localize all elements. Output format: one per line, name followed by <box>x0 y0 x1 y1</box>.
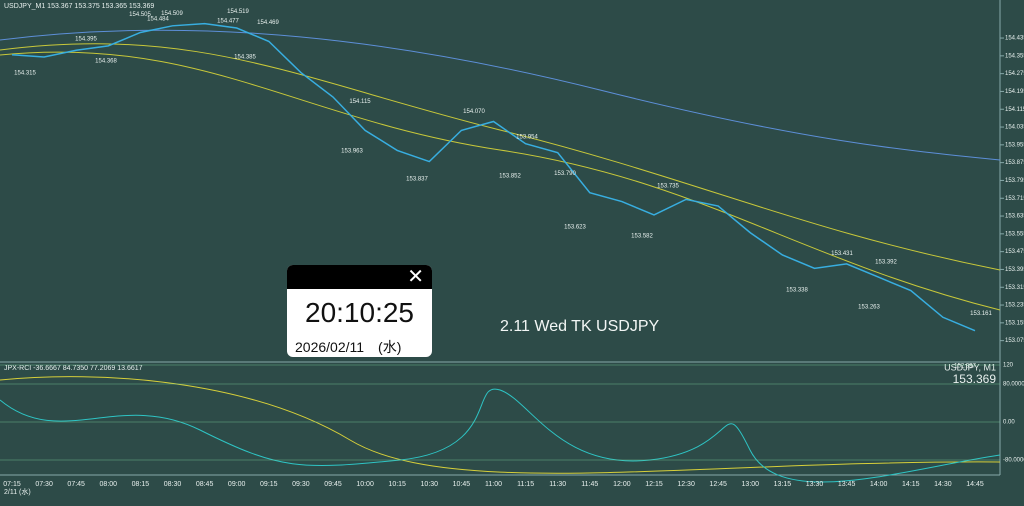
close-button[interactable]: ✕ <box>287 265 432 289</box>
indicator-tick-label: -80.0000 <box>1003 458 1024 464</box>
x-tick-label: 12:15 <box>645 481 663 488</box>
x-tick-label: 08:15 <box>132 481 150 488</box>
x-tick-label: 08:00 <box>100 481 118 488</box>
y-tick-label: 153.235 <box>1005 303 1024 309</box>
price-annotation: 153.392 <box>875 260 897 266</box>
price-annotation: 153.623 <box>564 224 586 230</box>
x-tick-label: 13:45 <box>838 481 856 488</box>
price-annotation: 154.395 <box>75 37 97 43</box>
x-tick-label: 10:30 <box>421 481 439 488</box>
y-tick-label: 154.035 <box>1005 125 1024 131</box>
price-annotation: 153.582 <box>631 233 653 239</box>
y-tick-label: 153.475 <box>1005 249 1024 255</box>
x-tick-label: 13:15 <box>774 481 792 488</box>
x-tick-label: 13:00 <box>742 481 760 488</box>
x-tick-label: 11:45 <box>581 481 598 488</box>
price-annotation: 154.368 <box>95 59 117 65</box>
y-tick-label: 153.395 <box>1005 267 1024 273</box>
price-annotation: 154.484 <box>147 17 169 23</box>
y-tick-label: 153.075 <box>1005 338 1024 344</box>
x-tick-label: 14:15 <box>902 481 920 488</box>
price-annotation: 153.735 <box>657 183 679 189</box>
x-tick-label: 07:15 <box>3 481 21 488</box>
y-tick-label: 153.155 <box>1005 320 1024 326</box>
y-tick-label: 153.875 <box>1005 160 1024 166</box>
clock-widget: ✕ 20:10:25 2026/02/11 (水) <box>287 265 432 357</box>
price-annotation: 152.997 <box>954 364 976 370</box>
indicator-tick-label: 0.00 <box>1003 420 1015 426</box>
price-annotation: 154.509 <box>161 11 183 17</box>
decor-rci <box>0 388 1001 483</box>
indicator-tick-label: 120 <box>1003 363 1014 369</box>
price-annotation: 154.469 <box>257 20 279 26</box>
price-annotation: 153.263 <box>858 304 880 310</box>
indicator-tick-label: 80.0000 <box>1003 382 1024 388</box>
x-tick-label: 10:45 <box>453 481 471 488</box>
price-annotation: 154.115 <box>349 99 371 105</box>
indicator-header: JPX-RCI -36.6667 84.7350 77.2069 13.6617 <box>4 365 143 372</box>
decor-ma <box>0 43 1001 271</box>
price-annotation: 154.477 <box>217 18 239 24</box>
y-tick-label: 153.955 <box>1005 142 1024 148</box>
y-tick-label: 154.355 <box>1005 53 1024 59</box>
y-tick-label: 153.795 <box>1005 178 1024 184</box>
y-tick-label: 153.635 <box>1005 214 1024 220</box>
plot-bg <box>0 0 1000 362</box>
y-tick-label: 154.195 <box>1005 89 1024 95</box>
x-tick-label: 09:15 <box>260 481 278 488</box>
price-annotation: 153.790 <box>554 171 576 177</box>
y-tick-label: 153.555 <box>1005 231 1024 237</box>
x-tick-label: 08:30 <box>164 481 182 488</box>
clock-date: 2026/02/11 (水) <box>295 339 402 355</box>
decor-ma <box>0 29 1001 161</box>
decor-rci <box>0 376 1001 474</box>
x-tick-label: 14:30 <box>934 481 952 488</box>
y-tick-label: 153.315 <box>1005 285 1024 291</box>
x-tick-label: 14:00 <box>870 481 888 488</box>
indicator-symbol: USDJPY, M1 <box>944 362 996 372</box>
x-tick-label: 07:30 <box>35 481 53 488</box>
x-tick-label: 10:00 <box>356 481 374 488</box>
y-tick-label: 153.715 <box>1005 196 1024 202</box>
y-tick-label: 154.275 <box>1005 71 1024 77</box>
price-annotation: 154.519 <box>227 9 249 15</box>
price-annotation: 154.315 <box>14 70 36 76</box>
x-tick-label: 12:30 <box>677 481 695 488</box>
price-annotation: 154.070 <box>463 109 485 115</box>
x-tick-label: 10:15 <box>388 481 406 488</box>
price-annotation: 153.954 <box>516 135 538 141</box>
price-annotation: 154.505 <box>129 12 151 18</box>
x-tick-label: 14:45 <box>966 481 984 488</box>
y-tick-label: 154.435 <box>1005 36 1024 42</box>
x-tick-label: 08:45 <box>196 481 214 488</box>
x-tick-label: 12:00 <box>613 481 631 488</box>
price-annotation: 153.338 <box>786 288 808 294</box>
x-tick-label: 11:00 <box>485 481 502 488</box>
x-tick-label: 13:30 <box>806 481 824 488</box>
price-line <box>11 22 976 332</box>
price-annotation: 153.852 <box>499 173 521 179</box>
price-annotation: 153.161 <box>970 311 992 317</box>
x-tick-label: 07:45 <box>67 481 85 488</box>
y-tick-label: 154.115 <box>1005 107 1024 113</box>
price-annotation: 153.837 <box>406 177 428 183</box>
clock-time: 20:10:25 <box>305 297 414 328</box>
x-tick-label: 11:30 <box>549 481 566 488</box>
decor-ma <box>0 51 1001 311</box>
x-tick-label: 12:45 <box>709 481 727 488</box>
x-tick-label: 09:30 <box>292 481 310 488</box>
watermark: 2.11 Wed TK USDJPY <box>500 318 660 335</box>
x-tick-label: 09:45 <box>324 481 342 488</box>
price-annotation: 153.431 <box>831 251 853 257</box>
price-annotation: 154.385 <box>234 55 256 61</box>
x-tick-label: 11:15 <box>517 481 534 488</box>
chart-header: USDJPY_M1 153.367 153.375 153.365 153.36… <box>4 3 154 10</box>
indicator-price: 153.369 <box>953 372 997 386</box>
date-label: 2/11 (水) <box>4 487 31 496</box>
price-annotation: 153.963 <box>341 149 363 155</box>
x-tick-label: 09:00 <box>228 481 246 488</box>
